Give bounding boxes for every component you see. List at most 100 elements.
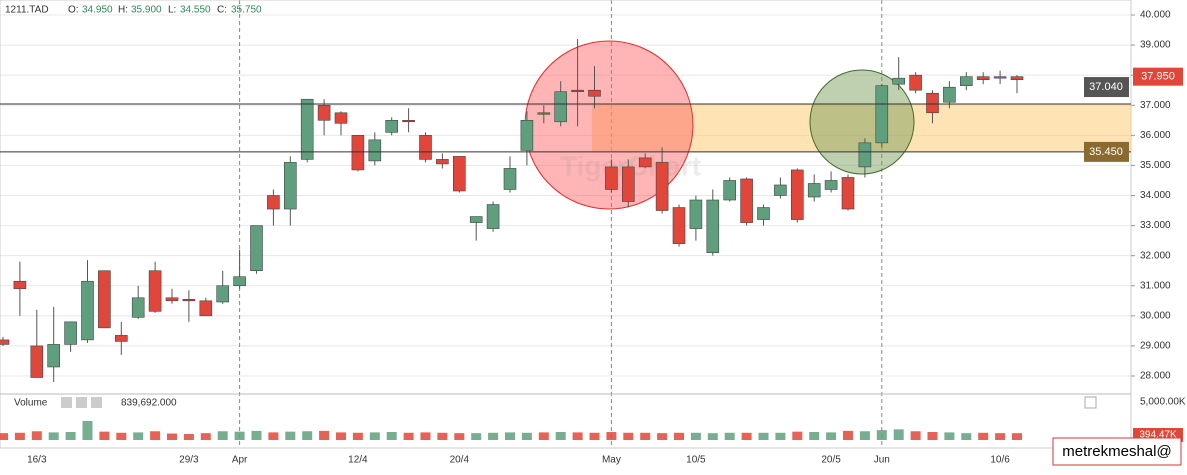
volume-bar xyxy=(403,432,414,440)
candle-body xyxy=(824,180,838,190)
y-tick-label: 33.000 xyxy=(1140,220,1171,231)
x-tick-label: Apr xyxy=(232,455,248,466)
volume-bar xyxy=(471,433,482,440)
ohlc-value: 34.550 xyxy=(180,5,211,16)
volume-bar xyxy=(14,432,25,440)
volume-bar xyxy=(285,431,296,440)
volume-bar xyxy=(82,421,93,440)
user-name: metrekmeshal@ xyxy=(1062,443,1171,460)
volume-bar xyxy=(792,431,803,440)
candle-body xyxy=(283,162,297,210)
volume-bar xyxy=(623,432,634,440)
candle-body xyxy=(588,89,601,97)
volume-bar xyxy=(99,431,110,440)
candle-body xyxy=(30,345,44,378)
user-box xyxy=(1052,437,1182,466)
volume-bar xyxy=(420,432,431,440)
y-tick-label: 34.000 xyxy=(1140,190,1171,201)
candle-body xyxy=(757,207,770,220)
candle-body xyxy=(115,335,128,342)
volume-bar xyxy=(978,432,989,440)
volume-bar xyxy=(826,432,837,440)
x-tick-label: 10/6 xyxy=(990,455,1010,466)
candle-body xyxy=(537,112,551,115)
candle-body xyxy=(571,89,584,93)
volume-bar xyxy=(876,430,887,440)
candle-body xyxy=(976,76,990,80)
ohlc-label: H: xyxy=(118,5,128,16)
level-tag xyxy=(1084,77,1129,98)
volume-bar xyxy=(268,432,279,440)
volume-bar xyxy=(319,430,330,440)
volume-bar xyxy=(1012,433,1022,440)
volume-bar xyxy=(251,430,262,440)
candle-body xyxy=(182,298,196,302)
volume-bar xyxy=(336,432,346,440)
volume-bar xyxy=(927,432,938,440)
volume-axis-label: 5,000.00K xyxy=(1140,397,1186,408)
candle-body xyxy=(689,199,703,229)
y-tick-label: 31.000 xyxy=(1140,280,1171,291)
volume-bar xyxy=(809,432,820,440)
candle-body xyxy=(419,135,432,160)
volume-bar xyxy=(572,432,583,440)
candle-body xyxy=(233,276,246,287)
volume-bar xyxy=(724,432,735,440)
volume-bar xyxy=(606,432,617,440)
candle-body xyxy=(385,119,399,133)
pane-button[interactable] xyxy=(1084,396,1097,409)
candle-body xyxy=(993,76,1007,79)
volume-bar xyxy=(133,432,144,440)
candle-body xyxy=(300,98,314,160)
volume-bar xyxy=(944,432,955,440)
volume-bar xyxy=(707,433,718,440)
candle-body xyxy=(199,300,213,317)
header: 1211.TAD O: 34.950 H: 35.900 L: 34.550 C… xyxy=(5,5,262,16)
candle-body xyxy=(790,169,804,220)
volume-bar xyxy=(505,432,515,440)
volume-bar xyxy=(302,431,313,440)
x-tick-label: 10/5 xyxy=(686,455,706,466)
candle-body xyxy=(368,139,382,162)
price-tag xyxy=(1133,67,1183,86)
candle-body xyxy=(740,178,753,223)
candle-body xyxy=(554,91,568,123)
ohlc-value: 35.750 xyxy=(231,5,262,16)
volume-bar xyxy=(65,432,76,440)
volume-bar xyxy=(775,432,786,440)
volume-bar xyxy=(488,432,499,440)
candle-body xyxy=(909,74,922,91)
icon-button[interactable] xyxy=(61,397,72,408)
volume-bar xyxy=(910,431,921,440)
candle-body xyxy=(148,270,162,312)
volume-bar xyxy=(521,432,532,440)
volume-bar xyxy=(200,433,211,440)
volume-bar xyxy=(961,433,972,440)
volume-bar xyxy=(48,432,59,440)
ohlc-label: L: xyxy=(168,5,176,16)
icon-button[interactable] xyxy=(76,397,87,408)
icon-button[interactable] xyxy=(91,397,102,408)
candle-body xyxy=(351,135,365,171)
candle-body xyxy=(267,195,280,210)
candle-body xyxy=(64,321,77,345)
volume-bar xyxy=(0,433,8,440)
volume-bar xyxy=(167,433,177,440)
candle-body xyxy=(81,280,94,341)
volume-bar xyxy=(386,432,397,440)
ohlc-label: C: xyxy=(217,5,227,16)
volume-bar xyxy=(116,432,127,440)
level-label: 37.040 xyxy=(1089,81,1123,93)
volume-bar xyxy=(893,429,904,440)
candle-body xyxy=(875,85,889,144)
candle-body xyxy=(1010,76,1024,80)
candle-body xyxy=(402,119,415,123)
x-tick-label: Jun xyxy=(874,455,890,466)
candle-body xyxy=(131,297,145,318)
candle-body xyxy=(503,168,517,190)
y-tick-label: 36.000 xyxy=(1140,130,1171,141)
candle-body xyxy=(13,280,27,290)
candle-body xyxy=(334,112,348,124)
volume-tag-label: 394.47K xyxy=(1139,430,1177,441)
